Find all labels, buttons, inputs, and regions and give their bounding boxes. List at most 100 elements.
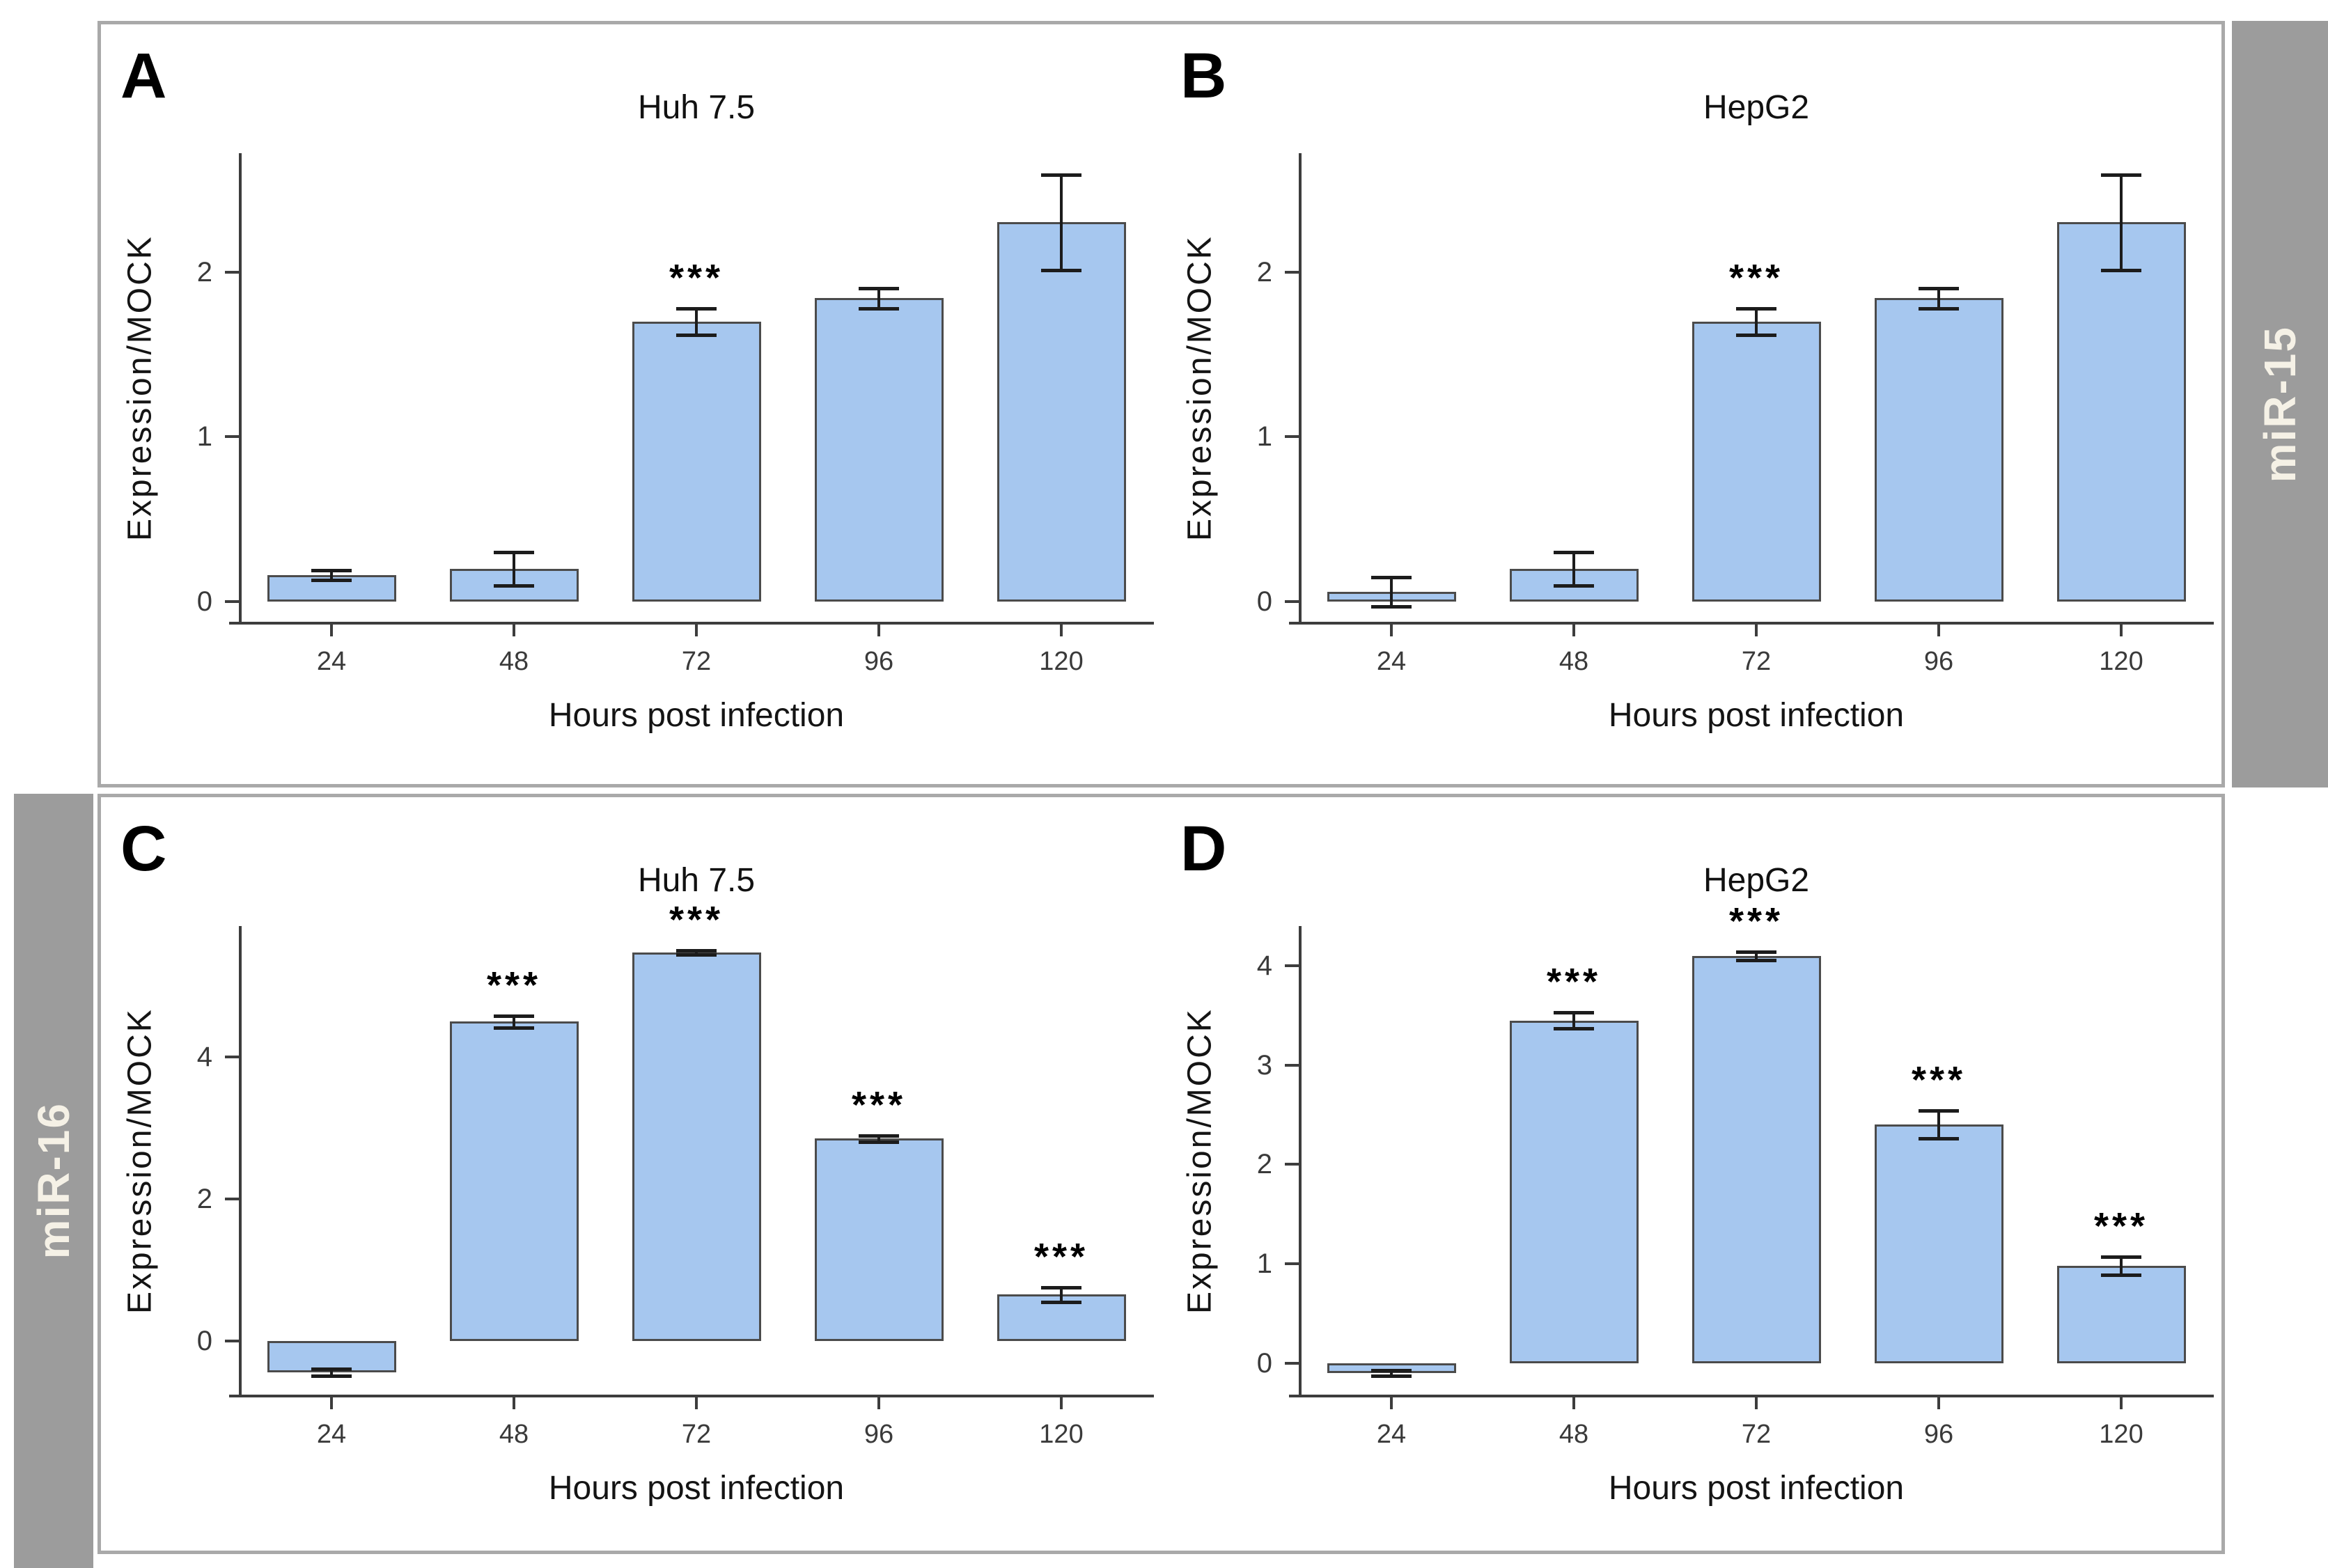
y-axis-line (239, 153, 242, 625)
error-bar-cap-top (1736, 306, 1776, 311)
x-tick-label: 24 (316, 647, 347, 676)
facet-strip-label-mir15: miR-15 (2255, 325, 2305, 483)
x-tick-label: 24 (1376, 647, 1407, 676)
x-tick-label: 96 (1923, 1420, 1954, 1449)
significance-stars: *** (1728, 900, 1784, 943)
y-axis-title-b: Expression/MOCK (1181, 235, 1219, 542)
x-tick-mark (1060, 1397, 1063, 1409)
x-tick-mark (513, 625, 515, 636)
error-bar-cap-bottom (1919, 1137, 1959, 1141)
y-tick-label: 0 (196, 586, 212, 618)
y-tick-mark (225, 600, 239, 604)
y-tick-label: 1 (1256, 1248, 1272, 1280)
mir15-row-box: A Huh 7.5 Expression/MOCK 0 1 2 24 48 *** 72 96… (97, 21, 2225, 787)
error-bar-cap-bottom (494, 1026, 534, 1030)
plot-area-c: 0 2 4 24 *** 48 *** 72 *** 96 *** 120 (197, 900, 1154, 1449)
error-bar-cap-top (1371, 575, 1412, 579)
significance-stars: *** (669, 898, 724, 941)
error-bar-line (1060, 174, 1063, 271)
x-tick-label: 48 (499, 1420, 529, 1449)
x-tick-mark (1572, 1397, 1575, 1409)
x-tick-label: 48 (1558, 1420, 1589, 1449)
y-axis-line (1299, 926, 1302, 1397)
x-tick-mark (877, 625, 880, 636)
x-tick-mark (2120, 1397, 2123, 1409)
error-bar-cap-top (1554, 551, 1594, 555)
panel-letter-b: B (1180, 40, 1227, 111)
bar (814, 1138, 944, 1341)
error-bar-cap-top (2101, 173, 2141, 177)
y-tick-label: 4 (1256, 950, 1272, 982)
error-bar-cap-bottom (676, 952, 717, 957)
error-bar-cap-bottom (1371, 1374, 1412, 1379)
bar (1692, 955, 1821, 1363)
error-bar-cap-top (676, 306, 717, 311)
error-bar-cap-bottom (1736, 333, 1776, 337)
x-tick-label: 72 (681, 1420, 712, 1449)
x-axis-title-d: Hours post infection (1608, 1470, 1905, 1507)
y-tick-mark (1285, 1163, 1299, 1166)
x-tick-label: 120 (1039, 647, 1084, 676)
y-axis-line (239, 926, 242, 1397)
x-tick-mark (877, 1397, 880, 1409)
y-tick-mark (1285, 1262, 1299, 1266)
x-tick-label: 48 (499, 647, 529, 676)
y-tick-label: 2 (196, 1183, 212, 1214)
x-tick-label: 96 (864, 647, 894, 676)
error-bar-line (1390, 1370, 1393, 1377)
bar (1692, 321, 1821, 602)
significance-stars: *** (851, 1084, 907, 1127)
y-tick-mark (225, 1197, 239, 1200)
error-bar-cap-top (494, 1014, 534, 1019)
significance-stars: *** (1911, 1059, 1967, 1101)
error-bar-cap-bottom (859, 306, 899, 311)
x-axis-title-c: Hours post infection (548, 1470, 845, 1507)
x-tick-label: 72 (1741, 1420, 1772, 1449)
error-bar-cap-bottom (1041, 1300, 1081, 1304)
error-bar-cap-bottom (1554, 1026, 1594, 1030)
x-tick-label: 96 (864, 1420, 894, 1449)
x-tick-mark (1937, 1397, 1940, 1409)
error-bar-line (2120, 1257, 2123, 1275)
panel-A: A Huh 7.5 Expression/MOCK 0 1 2 24 48 *** 72 96… (101, 24, 1161, 776)
y-tick-mark (1285, 270, 1299, 274)
error-bar-cap-bottom (859, 1140, 899, 1144)
error-bar-line (2120, 174, 2123, 271)
panel-title-c: Huh 7.5 (637, 862, 756, 899)
significance-stars: *** (1546, 961, 1602, 1003)
x-tick-mark (695, 625, 698, 636)
y-tick-label: 2 (1256, 1149, 1272, 1180)
x-tick-label: 120 (2099, 1420, 2143, 1449)
significance-stars: *** (669, 256, 724, 299)
error-bar-cap-bottom (311, 1374, 352, 1379)
x-tick-mark (513, 1397, 515, 1409)
x-axis-line (229, 622, 1154, 625)
error-bar-cap-top (1736, 950, 1776, 955)
error-bar-line (1572, 552, 1575, 586)
x-tick-mark (2120, 625, 2123, 636)
x-tick-label: 72 (1741, 647, 1772, 676)
facet-strip-mir15: miR-15 (2232, 21, 2328, 787)
panel-letter-d: D (1180, 813, 1227, 884)
error-bar-cap-bottom (1371, 605, 1412, 609)
x-tick-label: 48 (1558, 647, 1589, 676)
bar (997, 222, 1126, 602)
panel-B: B HepG2 Expression/MOCK 0 1 2 24 48 *** 72 96 12… (1161, 24, 2221, 776)
error-bar-cap-bottom (2101, 269, 2141, 273)
bar (1509, 1020, 1639, 1363)
y-tick-label: 1 (196, 421, 212, 453)
error-bar-cap-top (1371, 1368, 1412, 1372)
x-tick-mark (330, 1397, 333, 1409)
y-tick-mark (1285, 600, 1299, 604)
x-axis-line (1289, 1395, 2214, 1397)
error-bar-cap-bottom (494, 583, 534, 588)
error-bar-cap-top (1919, 287, 1959, 291)
error-bar-cap-bottom (676, 333, 717, 337)
significance-stars: *** (486, 964, 542, 1007)
error-bar-cap-top (1919, 1109, 1959, 1113)
x-tick-mark (1755, 1397, 1758, 1409)
y-tick-label: 0 (1256, 586, 1272, 618)
plot-area-d: 0 1 2 3 4 24 *** 48 *** 72 *** 96 *** 120 (1257, 902, 2214, 1449)
x-tick-label: 96 (1923, 647, 1954, 676)
y-tick-mark (1285, 435, 1299, 439)
